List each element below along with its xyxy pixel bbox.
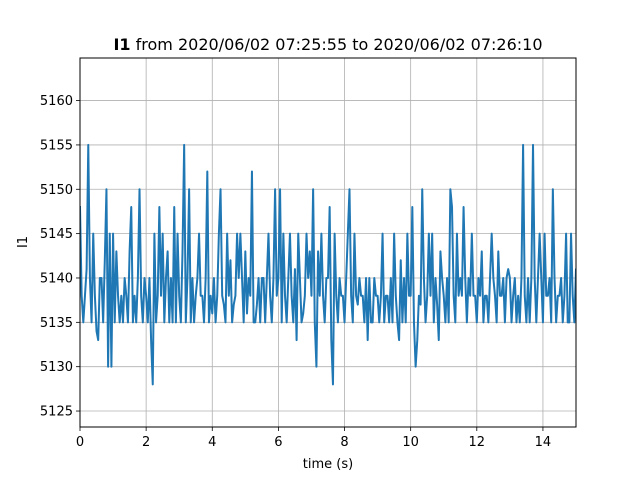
series-layer <box>80 143 576 386</box>
y-tick-label: 5150 <box>40 183 73 198</box>
x-tick-label: 4 <box>208 435 216 450</box>
y-tick-label: 5155 <box>40 138 73 153</box>
axis-ticks: 0 2 4 6 8 10 12 14 5125 5130 5135 5140 5145 5150 5155 5… <box>40 94 551 450</box>
y-tick-label: 5130 <box>40 360 73 375</box>
y-tick-label: 5125 <box>40 405 73 420</box>
grid <box>79 58 576 427</box>
x-tick-label: 2 <box>142 435 150 450</box>
y-tick-label: 5140 <box>40 271 73 286</box>
x-tick-label: 10 <box>402 435 419 450</box>
x-tick-label: 12 <box>469 435 486 450</box>
x-tick-label: 0 <box>76 435 84 450</box>
x-tick-label: 14 <box>535 435 552 450</box>
x-tick-label: 8 <box>340 435 348 450</box>
chart-title-bold: I1 <box>113 35 130 54</box>
plot-frame <box>79 57 577 428</box>
y-tick-label: 5145 <box>40 227 73 242</box>
x-tick-label: 6 <box>274 435 282 450</box>
y-tick-label: 5135 <box>40 316 73 331</box>
chart-title-rest: from 2020/06/02 07:25:55 to 2020/06/02 0… <box>131 35 543 54</box>
chart-title: I1 from 2020/06/02 07:25:55 to 2020/06/0… <box>113 35 542 54</box>
x-axis-label: time (s) <box>303 457 353 472</box>
series-line <box>80 143 576 386</box>
y-tick-label: 5160 <box>40 94 73 109</box>
y-axis-label: I1 <box>16 236 31 248</box>
